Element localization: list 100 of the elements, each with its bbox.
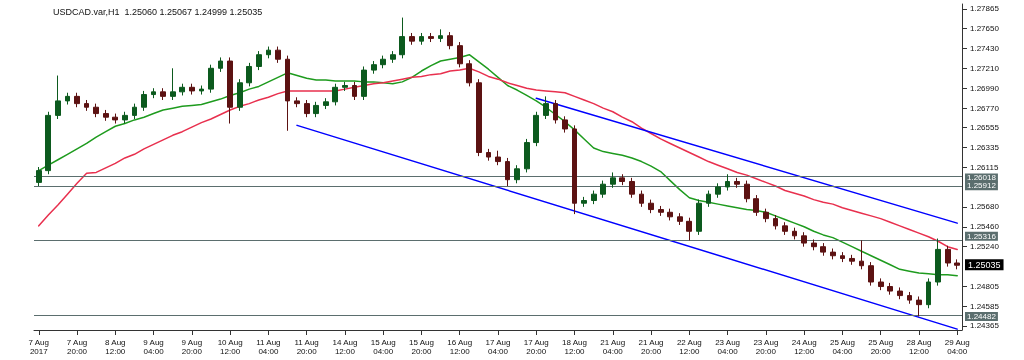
candlestick bbox=[830, 248, 836, 260]
candlestick bbox=[352, 81, 357, 101]
candlestick bbox=[581, 196, 587, 208]
y-tick-label: 1.25240 bbox=[970, 242, 1000, 252]
x-tick-label: 14 Aug 12:00 bbox=[332, 338, 358, 356]
candlestick bbox=[926, 277, 931, 309]
candlestick bbox=[74, 92, 80, 108]
candlestick bbox=[103, 109, 109, 122]
candlestick bbox=[677, 212, 683, 226]
candlestick bbox=[773, 214, 778, 230]
x-tick-label: 7 Aug 20:00 bbox=[66, 338, 88, 356]
candlestick bbox=[151, 87, 156, 99]
candlestick bbox=[380, 55, 386, 69]
x-tick-label: 23 Aug 04:00 bbox=[715, 338, 741, 356]
candlestick bbox=[792, 227, 797, 240]
candlestick bbox=[342, 81, 348, 92]
x-tick-label: 25 Aug 20:00 bbox=[868, 338, 894, 356]
candlestick bbox=[371, 60, 377, 75]
text: 1.25035 bbox=[968, 259, 1001, 270]
candlestick bbox=[246, 62, 252, 87]
candlestick bbox=[36, 166, 42, 187]
candlestick bbox=[820, 242, 826, 257]
candlestick bbox=[285, 55, 290, 132]
y-tick-label: 1.24365 bbox=[970, 321, 1000, 331]
candlestick bbox=[313, 101, 319, 118]
candlestick bbox=[543, 95, 549, 120]
candlestick bbox=[562, 115, 568, 134]
y-tick-label: 1.27210 bbox=[970, 63, 1000, 73]
x-tick-label: 18 Aug 12:00 bbox=[562, 338, 587, 356]
candlestick bbox=[696, 199, 702, 236]
ref-line-label: 1.25912 bbox=[967, 181, 997, 191]
candlestick bbox=[428, 32, 434, 43]
candlestick bbox=[122, 111, 128, 125]
y-tick-label: 1.24805 bbox=[970, 281, 1000, 291]
x-tick-label: 21 Aug 20:00 bbox=[638, 338, 664, 356]
candlestick bbox=[160, 87, 166, 101]
candlestick bbox=[438, 28, 443, 43]
x-tick-label: 7 Aug 2017 bbox=[28, 338, 50, 356]
candlestick bbox=[954, 258, 960, 270]
candlestick bbox=[849, 254, 855, 266]
x-tick-label: 15 Aug 04:00 bbox=[370, 338, 396, 356]
candlestick bbox=[591, 190, 597, 205]
candlestick bbox=[600, 180, 606, 199]
y-tick-label: 1.25680 bbox=[970, 202, 1000, 212]
x-tick-label: 11 Aug 04:00 bbox=[256, 338, 281, 356]
candlestick bbox=[868, 261, 874, 287]
candlestick bbox=[294, 96, 300, 108]
y-tick-label: 1.27650 bbox=[970, 23, 1000, 33]
candlestick bbox=[734, 177, 740, 189]
candlestick bbox=[725, 173, 730, 192]
y-tick-label: 1.24585 bbox=[970, 301, 1000, 311]
candlestick bbox=[84, 99, 89, 112]
y-tick-label: 1.26335 bbox=[970, 143, 1000, 153]
candlestick bbox=[840, 251, 845, 263]
candlestick bbox=[715, 182, 721, 199]
candlestick bbox=[179, 83, 185, 96]
line-series bbox=[38, 67, 958, 251]
candlestick bbox=[457, 41, 463, 68]
candlestick bbox=[332, 83, 338, 106]
y-tick-label: 1.25460 bbox=[970, 222, 1000, 232]
line-series bbox=[38, 53, 958, 277]
y-tick-label: 1.26770 bbox=[970, 103, 1000, 113]
candlestick bbox=[753, 194, 759, 217]
candlestick bbox=[744, 180, 750, 203]
candlestick bbox=[686, 217, 692, 241]
x-tick-label: 23 Aug 20:00 bbox=[753, 338, 779, 356]
candlestick bbox=[227, 56, 233, 125]
candlestick bbox=[524, 138, 530, 173]
candlestick bbox=[801, 231, 807, 248]
candlestick bbox=[447, 31, 453, 50]
y-tick-label: 1.27430 bbox=[970, 43, 1000, 53]
x-tick-label: 9 Aug 20:00 bbox=[181, 338, 203, 356]
x-tick-label: 21 Aug 04:00 bbox=[600, 338, 626, 356]
chart-title: USDCAD.var,H1 1.25060 1.25067 1.24999 1.25035 bbox=[53, 6, 263, 17]
candlestick bbox=[945, 245, 951, 268]
x-tick-label: 22 Aug 12:00 bbox=[676, 338, 702, 356]
x-tick-label: 11 Aug 20:00 bbox=[294, 338, 319, 356]
candlestick bbox=[65, 92, 70, 106]
candlestick bbox=[256, 50, 262, 71]
candlestick bbox=[466, 59, 472, 87]
x-tick-label: 9 Aug 04:00 bbox=[143, 338, 165, 356]
ref-line-label: 1.26018 bbox=[967, 173, 997, 183]
candlestick bbox=[935, 238, 941, 287]
x-tick-label: 28 Aug 12:00 bbox=[906, 338, 932, 356]
ref-line-label: 1.25316 bbox=[967, 231, 997, 241]
candlestick bbox=[782, 221, 788, 236]
candlestick bbox=[304, 99, 310, 118]
candlestick bbox=[763, 208, 769, 223]
candlestick bbox=[237, 78, 243, 112]
candlestick bbox=[141, 90, 147, 112]
candlestick bbox=[476, 78, 482, 157]
x-tick-label: 29 Aug 04:00 bbox=[944, 338, 970, 356]
x-tick-label: 24 Aug 12:00 bbox=[791, 338, 817, 356]
candlestick bbox=[55, 75, 61, 120]
candlestick bbox=[419, 32, 424, 46]
candlestick bbox=[323, 97, 329, 110]
candlestick bbox=[361, 65, 367, 101]
candlestick bbox=[399, 17, 405, 59]
candlestick bbox=[218, 56, 223, 73]
candlestick bbox=[916, 295, 922, 317]
